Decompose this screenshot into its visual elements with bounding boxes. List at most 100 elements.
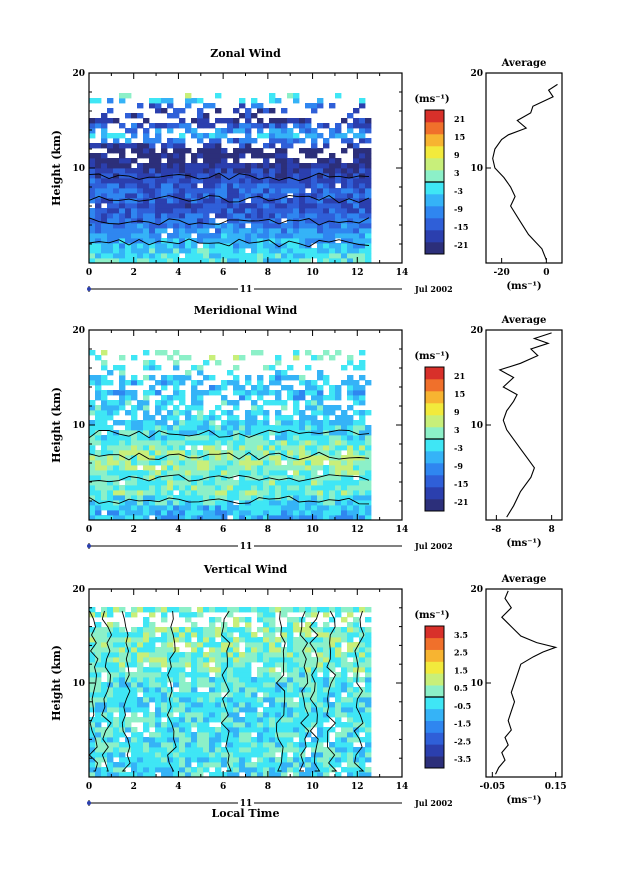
heatmap-cell — [323, 410, 330, 416]
heatmap-cell — [89, 657, 96, 663]
heatmap-cell — [137, 405, 144, 411]
heatmap-cell — [107, 772, 114, 778]
heatmap-cell — [107, 687, 114, 693]
heatmap-cell — [305, 772, 312, 778]
heatmap-cell — [113, 627, 120, 633]
heatmap-cell — [215, 607, 222, 613]
heatmap-cell — [131, 652, 138, 658]
heatmap-cell — [185, 168, 192, 174]
heatmap-cell — [275, 657, 282, 663]
heatmap-cell — [293, 445, 300, 451]
heatmap-cell — [215, 752, 222, 758]
heatmap-cell — [281, 440, 288, 446]
heatmap-cell — [317, 682, 324, 688]
heatmap-cell — [137, 767, 144, 773]
average-x-tick-label: 0 — [543, 268, 549, 278]
heatmap-cell — [161, 248, 168, 254]
heatmap-cell — [197, 500, 204, 506]
heatmap-cell — [299, 375, 306, 381]
heatmap-cell — [245, 375, 252, 381]
heatmap-cell — [149, 747, 156, 753]
heatmap-cell — [269, 365, 276, 371]
heatmap-cell — [323, 632, 330, 638]
heatmap-cell — [89, 253, 96, 259]
heatmap-cell — [341, 178, 348, 184]
heatmap-cell — [143, 747, 150, 753]
heatmap-cell — [209, 500, 216, 506]
heatmap-cell — [179, 652, 186, 658]
average-profile-line — [495, 590, 558, 775]
heatmap-cell — [185, 500, 192, 506]
heatmap-cell — [257, 233, 264, 239]
heatmap-cell — [239, 632, 246, 638]
heatmap-cell — [323, 243, 330, 249]
heatmap-cell — [359, 228, 366, 234]
heatmap-cell — [323, 213, 330, 219]
heatmap-cell — [317, 500, 324, 506]
heatmap-cell — [335, 662, 342, 668]
heatmap-cell — [221, 183, 228, 189]
heatmap-cell — [269, 465, 276, 471]
heatmap-cell — [287, 158, 294, 164]
heatmap-cell — [365, 757, 372, 763]
heatmap-cell — [251, 747, 258, 753]
heatmap-cell — [143, 425, 150, 431]
heatmap-cell — [233, 702, 240, 708]
heatmap-cell — [341, 470, 348, 476]
colorbar-tick-label: -3 — [454, 186, 463, 196]
heatmap-cell — [125, 510, 132, 516]
heatmap-cell — [89, 193, 96, 199]
heatmap-cell — [251, 475, 258, 481]
heatmap-cell — [131, 607, 138, 613]
heatmap-cell — [131, 228, 138, 234]
heatmap-cell — [113, 233, 120, 239]
heatmap-cell — [113, 647, 120, 653]
heatmap-cell — [281, 505, 288, 511]
heatmap-cell — [173, 742, 180, 748]
heatmap-cell — [131, 113, 138, 119]
heatmap-cell — [299, 672, 306, 678]
heatmap-cell — [119, 370, 126, 376]
heatmap-cell — [263, 193, 270, 199]
heatmap-cell — [161, 737, 168, 743]
heatmap-cell — [203, 692, 210, 698]
heatmap-cell — [347, 395, 354, 401]
heatmap-cell — [287, 652, 294, 658]
heatmap-cell — [215, 248, 222, 254]
heatmap-cell — [245, 238, 252, 244]
heatmap-cell — [209, 697, 216, 703]
heatmap-cell — [239, 168, 246, 174]
heatmap-cell — [365, 248, 372, 254]
heatmap-cell — [353, 178, 360, 184]
heatmap-cell — [347, 732, 354, 738]
heatmap-cell — [281, 480, 288, 486]
heatmap-cell — [161, 188, 168, 194]
heatmap-cell — [347, 123, 354, 129]
heatmap-cell — [227, 742, 234, 748]
heatmap-cell — [365, 480, 372, 486]
heatmap-cell — [149, 158, 156, 164]
heatmap-cell — [137, 480, 144, 486]
heatmap-cell — [227, 123, 234, 129]
heatmap-cell — [143, 495, 150, 501]
heatmap-cell — [221, 173, 228, 179]
heatmap-cell — [209, 677, 216, 683]
heatmap-cell — [365, 223, 372, 229]
heatmap-cell — [335, 747, 342, 753]
heatmap-cell — [107, 505, 114, 511]
heatmap-cell — [119, 515, 126, 521]
heatmap-cell — [251, 253, 258, 259]
heatmap-cell — [305, 490, 312, 496]
panel-title: Meridional Wind — [194, 304, 298, 317]
heatmap-cell — [269, 163, 276, 169]
heatmap-cell — [293, 178, 300, 184]
heatmap-cell — [173, 248, 180, 254]
colorbar-tick-label: 3 — [454, 168, 460, 178]
heatmap-cell — [131, 732, 138, 738]
heatmap-cell — [149, 490, 156, 496]
heatmap-cell — [131, 637, 138, 643]
heatmap-cell — [347, 752, 354, 758]
heatmap-cell — [287, 637, 294, 643]
heatmap-cell — [185, 238, 192, 244]
heatmap-cell — [353, 218, 360, 224]
